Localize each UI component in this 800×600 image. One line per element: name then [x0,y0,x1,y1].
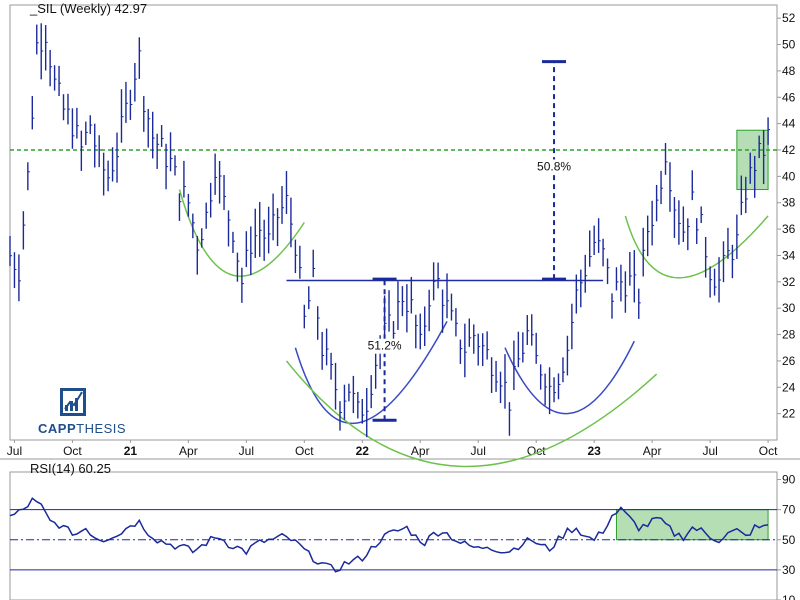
pattern-arc [624,215,769,279]
price-highlight-box [736,129,769,191]
logo-icon [60,388,86,416]
price-y-tick-label: 38 [782,196,796,210]
x-tick-label: 23 [587,444,601,458]
pattern-arc [294,321,448,424]
price-y-tick-label: 28 [782,328,796,342]
logo-text: CAPPTHESIS [38,421,126,436]
x-tick-label: Oct [759,444,778,458]
price-y-tick-label: 44 [782,117,796,131]
x-tick-label: Jul [239,444,254,458]
price-panel: 22 24 26 28 30 32 34 36 38 40 42 44 46 48 50 52 Jul Oct 21… [0,4,800,468]
rsi-panel: 10 30 50 70 90 [9,471,796,600]
rsi-line [9,497,769,573]
rsi-chart-title: RSI(14) 60.25 [30,461,111,476]
price-y-tick-label: 52 [782,11,796,25]
price-y-tick-label: 32 [782,275,796,289]
x-tick-label: Apr [411,444,430,458]
annotation-bg [362,338,407,354]
measured-move-label: 51.2% [368,339,402,353]
x-tick-label: Jul [471,444,486,458]
x-tick-label: 21 [124,444,138,458]
price-panel-frame [9,4,778,441]
x-tick-label: Jul [7,444,22,458]
rsi-y-tick-label: 90 [782,473,796,487]
x-tick-label: Apr [179,444,198,458]
price-y-tick-label: 30 [782,301,796,315]
price-y-tick-label: 48 [782,64,796,78]
price-y-tick-label: 46 [782,90,796,104]
price-y-tick-label: 36 [782,222,796,236]
rsi-y-tick-label: 10 [782,593,796,600]
price-y-tick-label: 40 [782,169,796,183]
rsi-y-tick-label: 30 [782,563,796,577]
capp-thesis-logo: CAPPTHESIS [38,388,126,436]
rsi-y-tick-label: 70 [782,503,796,517]
x-tick-label: Apr [643,444,662,458]
price-y-tick-label: 24 [782,380,796,394]
price-y-tick-label: 50 [782,38,796,52]
x-tick-label: Oct [63,444,82,458]
pattern-arc [178,189,305,277]
annotation-bg [532,159,577,175]
price-y-tick-label: 34 [782,248,796,262]
x-tick-label: 22 [356,444,370,458]
pattern-arc [285,360,658,468]
x-tick-label: Jul [702,444,717,458]
rsi-y-tick-label: 50 [782,533,796,547]
rsi-panel-frame [9,471,778,600]
x-tick-label: Oct [295,444,314,458]
measured-move-label: 50.8% [537,159,571,173]
price-y-tick-label: 26 [782,354,796,368]
price-bars [9,23,771,438]
pattern-arc [504,340,635,415]
price-y-tick-label: 42 [782,143,796,157]
price-y-tick-label: 22 [782,407,796,421]
price-chart-title: _SIL (Weekly) 42.97 [29,1,147,16]
